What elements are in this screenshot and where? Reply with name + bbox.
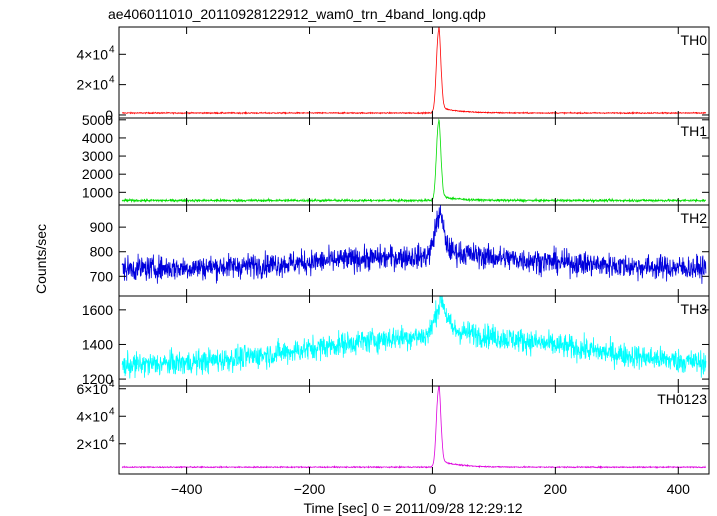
y-tick-label: 3000 [82, 148, 113, 164]
series-line-th0 [121, 27, 707, 116]
x-tick-label: −200 [294, 481, 326, 497]
y-tick-label: 1600 [82, 302, 113, 318]
x-tick-label: 0 [429, 481, 437, 497]
y-tick-label-exponent: 4 [109, 406, 115, 417]
y-tick-label-exponent: 4 [109, 75, 115, 86]
y-axis-label: Counts/sec [33, 224, 49, 294]
y-tick-label: 4×10 [76, 46, 108, 62]
x-tick-label: −400 [171, 481, 203, 497]
chart-title: ae406011010_20110928122912_wam0_trn_4ban… [108, 6, 486, 22]
x-tick-label: 400 [667, 481, 691, 497]
x-axis: −400 −200 0 200 400 [171, 481, 690, 497]
panel-th1: 1000 2000 3000 4000 5000 TH1 [82, 112, 710, 206]
panel-th2: 700 800 900 TH2 [90, 204, 710, 297]
x-tick-label: 200 [544, 481, 568, 497]
y-tick-label: 1400 [82, 336, 113, 352]
y-tick-label: 5000 [82, 112, 113, 128]
panel-label-th3: TH3 [681, 301, 708, 317]
series-line-th3 [121, 296, 707, 379]
panel-label-th1: TH1 [681, 123, 708, 139]
y-tick-label: 2×10 [76, 436, 108, 452]
panel-frame [118, 385, 710, 475]
y-tick-label: 900 [90, 219, 114, 235]
series-line-th2 [121, 205, 707, 284]
y-tick-label: 800 [90, 244, 114, 260]
y-tick-label-exponent: 4 [109, 434, 115, 445]
panel-label-th0: TH0 [681, 32, 708, 48]
y-tick-label: 0 [105, 107, 113, 123]
panel-frame [118, 117, 710, 206]
x-axis-label: Time [sec] 0 = 2011/09/28 12:29:12 [303, 500, 522, 516]
y-tick-label: 2000 [82, 166, 113, 182]
y-tick-label: 4000 [82, 130, 113, 146]
y-tick-label: 4×10 [76, 408, 108, 424]
y-tick-label: 1000 [82, 184, 113, 200]
panel-frame [118, 204, 710, 297]
panel-th3: 1200 1400 1600 TH3 [82, 295, 710, 387]
y-tick-label: 1200 [82, 371, 113, 387]
y-tick-label: 6×10 [76, 381, 108, 397]
panel-label-th0123: TH0123 [657, 391, 707, 407]
series-line-th1 [121, 118, 706, 204]
panel-label-th2: TH2 [681, 210, 708, 226]
y-tick-label-exponent: 4 [109, 379, 115, 390]
y-tick-label-exponent: 4 [109, 44, 115, 55]
y-tick-label: 2×10 [76, 77, 108, 93]
panel-frame [118, 26, 710, 119]
panel-stack: 02×10 44×10 4TH010002000300040005000TH1700… [76, 26, 710, 475]
y-tick-label: 700 [90, 268, 114, 284]
series-line-th0123 [121, 386, 707, 469]
